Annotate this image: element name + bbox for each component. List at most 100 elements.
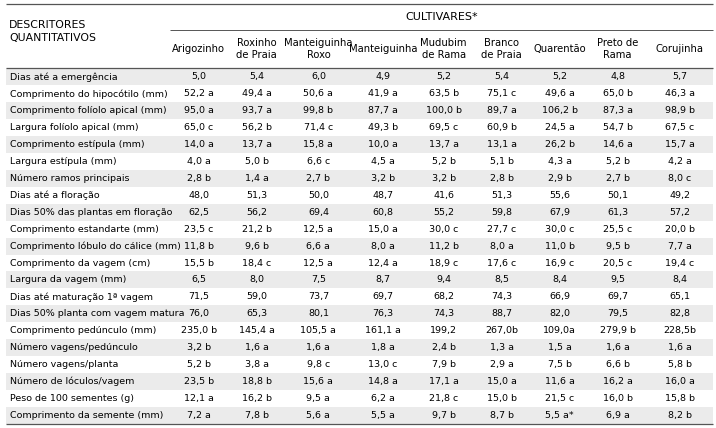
Text: 12,5 a: 12,5 a: [304, 259, 334, 268]
Text: 8,4: 8,4: [672, 276, 687, 285]
Text: 15,0 a: 15,0 a: [368, 225, 397, 234]
Text: 50,0: 50,0: [308, 191, 329, 200]
Text: 2,9 a: 2,9 a: [490, 360, 513, 369]
Text: 1,6 a: 1,6 a: [668, 343, 692, 352]
Text: 11,6 a: 11,6 a: [545, 377, 574, 386]
Text: 8,7: 8,7: [375, 276, 390, 285]
Text: 60,8: 60,8: [372, 208, 393, 217]
Bar: [6, 339, 713, 356]
Text: 4,8: 4,8: [610, 72, 625, 81]
Text: 74,3: 74,3: [491, 292, 512, 301]
Text: 88,7: 88,7: [491, 309, 512, 318]
Text: 49,3 b: 49,3 b: [368, 123, 398, 132]
Text: 87,3 a: 87,3 a: [603, 106, 633, 115]
Text: 2,7 b: 2,7 b: [306, 174, 330, 183]
Text: Comprimento lóbulo do cálice (mm): Comprimento lóbulo do cálice (mm): [10, 241, 181, 251]
Text: 55,2: 55,2: [433, 208, 454, 217]
Text: 6,2 a: 6,2 a: [371, 394, 395, 403]
Text: 12,5 a: 12,5 a: [304, 225, 334, 234]
Text: 48,0: 48,0: [188, 191, 209, 200]
Text: 15,0 b: 15,0 b: [487, 394, 517, 403]
Bar: [6, 288, 713, 305]
Text: Arigozinho: Arigozinho: [173, 44, 226, 54]
Text: 30,0 c: 30,0 c: [429, 225, 458, 234]
Text: 8,0 a: 8,0 a: [490, 241, 513, 251]
Text: 67,9: 67,9: [549, 208, 570, 217]
Text: Roxinho
de Praia: Roxinho de Praia: [236, 39, 277, 60]
Text: 6,5: 6,5: [191, 276, 206, 285]
Text: Comprimento estípula (mm): Comprimento estípula (mm): [10, 140, 145, 149]
Text: 2,8 b: 2,8 b: [187, 174, 211, 183]
Text: 3,8 a: 3,8 a: [245, 360, 268, 369]
Text: 8,2 b: 8,2 b: [668, 411, 692, 420]
Text: 5,7: 5,7: [672, 72, 687, 81]
Text: 16,0 b: 16,0 b: [603, 394, 633, 403]
Text: 11,8 b: 11,8 b: [184, 241, 214, 251]
Text: 5,2 b: 5,2 b: [606, 157, 629, 166]
Text: 62,5: 62,5: [188, 208, 209, 217]
Text: 41,9 a: 41,9 a: [368, 89, 397, 98]
Text: 87,7 a: 87,7 a: [368, 106, 397, 115]
Text: 1,6 a: 1,6 a: [245, 343, 268, 352]
Text: 56,2 b: 56,2 b: [242, 123, 272, 132]
Text: 63,5 b: 63,5 b: [429, 89, 459, 98]
Text: 5,6 a: 5,6 a: [306, 411, 330, 420]
Bar: [6, 356, 713, 373]
Text: 26,2 b: 26,2 b: [545, 140, 575, 149]
Text: Manteiguinha
Roxo: Manteiguinha Roxo: [284, 39, 353, 60]
Bar: [6, 221, 713, 238]
Bar: [6, 102, 713, 119]
Text: 9,7 b: 9,7 b: [432, 411, 455, 420]
Text: 75,1 c: 75,1 c: [487, 89, 516, 98]
Text: 3,2 b: 3,2 b: [187, 343, 211, 352]
Bar: [6, 238, 713, 255]
Text: 16,9 c: 16,9 c: [545, 259, 574, 268]
Text: 5,4: 5,4: [494, 72, 509, 81]
Text: 19,4 c: 19,4 c: [665, 259, 695, 268]
Text: 18,4 c: 18,4 c: [242, 259, 271, 268]
Text: 12,4 a: 12,4 a: [368, 259, 397, 268]
Text: 59,8: 59,8: [491, 208, 512, 217]
Text: 4,9: 4,9: [375, 72, 390, 81]
Text: 16,2 a: 16,2 a: [603, 377, 632, 386]
Text: 5,2: 5,2: [436, 72, 451, 81]
Text: 8,0 a: 8,0 a: [371, 241, 395, 251]
Bar: [6, 68, 713, 86]
Text: Peso de 100 sementes (g): Peso de 100 sementes (g): [10, 394, 134, 403]
Text: 69,5 c: 69,5 c: [429, 123, 458, 132]
Text: 20,5 c: 20,5 c: [603, 259, 632, 268]
Text: 2,8 b: 2,8 b: [490, 174, 513, 183]
Text: 23,5 c: 23,5 c: [184, 225, 213, 234]
Text: 8,0 c: 8,0 c: [668, 174, 692, 183]
Text: 51,3: 51,3: [491, 191, 512, 200]
Text: 6,9 a: 6,9 a: [606, 411, 629, 420]
Text: 6,6 a: 6,6 a: [306, 241, 330, 251]
Text: 5,5 a*: 5,5 a*: [546, 411, 574, 420]
Text: 61,3: 61,3: [607, 208, 628, 217]
Text: 161,1 a: 161,1 a: [365, 326, 401, 335]
Bar: [6, 407, 713, 424]
Text: 57,2: 57,2: [669, 208, 690, 217]
Bar: [6, 86, 713, 102]
Text: 95,0 a: 95,0 a: [184, 106, 214, 115]
Bar: [6, 373, 713, 390]
Text: 8,5: 8,5: [494, 276, 509, 285]
Text: 7,7 a: 7,7 a: [668, 241, 692, 251]
Text: Corujinha: Corujinha: [656, 44, 704, 54]
Text: 5,4: 5,4: [249, 72, 264, 81]
Text: 14,6 a: 14,6 a: [603, 140, 632, 149]
Text: 6,0: 6,0: [311, 72, 326, 81]
Text: 46,3 a: 46,3 a: [665, 89, 695, 98]
Text: Preto de
Rama: Preto de Rama: [597, 39, 639, 60]
Text: 9,5 b: 9,5 b: [606, 241, 629, 251]
Bar: [6, 305, 713, 322]
Text: Dias 50% das plantas em floração: Dias 50% das plantas em floração: [10, 208, 173, 217]
Text: 1,5 a: 1,5 a: [548, 343, 571, 352]
Text: 65,3: 65,3: [246, 309, 267, 318]
Text: Branco
de Praia: Branco de Praia: [481, 39, 522, 60]
Text: Dias 50% planta com vagem matura: Dias 50% planta com vagem matura: [10, 309, 185, 318]
Text: 23,5 b: 23,5 b: [184, 377, 214, 386]
Text: 73,7: 73,7: [308, 292, 329, 301]
Text: 99,8 b: 99,8 b: [304, 106, 334, 115]
Text: 228,5b: 228,5b: [664, 326, 697, 335]
